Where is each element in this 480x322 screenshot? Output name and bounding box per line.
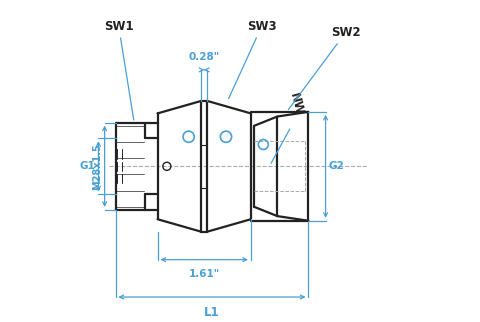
Text: 1.61": 1.61"	[189, 269, 220, 279]
Text: L1: L1	[204, 306, 220, 319]
Text: SW2: SW2	[288, 26, 360, 109]
Text: 0.28": 0.28"	[189, 52, 220, 62]
Text: SW3: SW3	[228, 20, 276, 99]
Text: M28x1.5: M28x1.5	[92, 143, 102, 190]
Text: G2: G2	[329, 161, 345, 171]
Text: G1: G1	[80, 161, 96, 171]
Text: NW: NW	[287, 91, 305, 117]
Text: SW1: SW1	[104, 20, 134, 120]
